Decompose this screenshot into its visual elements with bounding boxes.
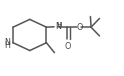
Text: N: N (56, 22, 62, 31)
Text: H: H (4, 41, 10, 50)
Text: H: H (56, 22, 62, 28)
Text: O: O (64, 42, 71, 51)
Text: O: O (76, 23, 82, 32)
Text: N: N (4, 38, 10, 47)
